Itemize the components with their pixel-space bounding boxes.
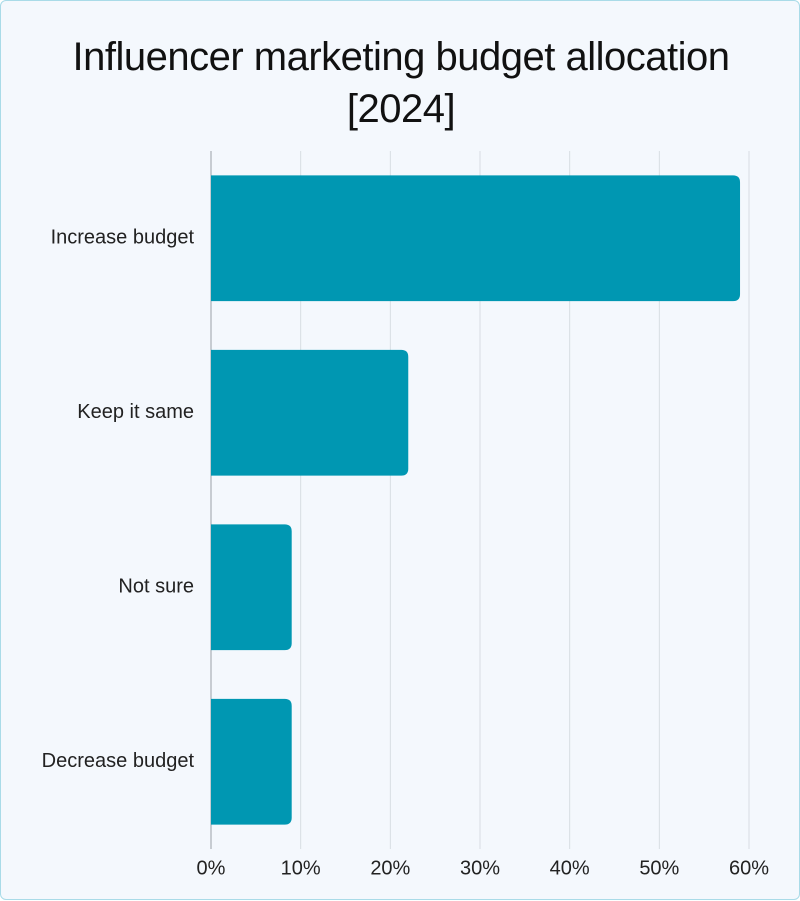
bar	[211, 175, 741, 302]
y-tick-label: Not sure	[118, 576, 194, 598]
chart-title: Influencer marketing budget allocation […	[72, 35, 730, 131]
x-tick-label: 20%	[370, 857, 410, 879]
x-tick-label: 10%	[281, 857, 321, 879]
x-tick-label: 50%	[639, 857, 679, 879]
bar	[211, 524, 292, 651]
x-tick-label: 0%	[197, 857, 226, 879]
y-tick-label: Decrease budget	[42, 750, 195, 772]
x-tick-label: 40%	[550, 857, 590, 879]
x-tick-label: 60%	[729, 857, 769, 879]
y-tick-label: Keep it same	[77, 401, 194, 423]
y-tick-label: Increase budget	[51, 227, 195, 249]
x-tick-label: 30%	[460, 857, 500, 879]
bar	[211, 698, 292, 825]
bar	[211, 349, 409, 476]
